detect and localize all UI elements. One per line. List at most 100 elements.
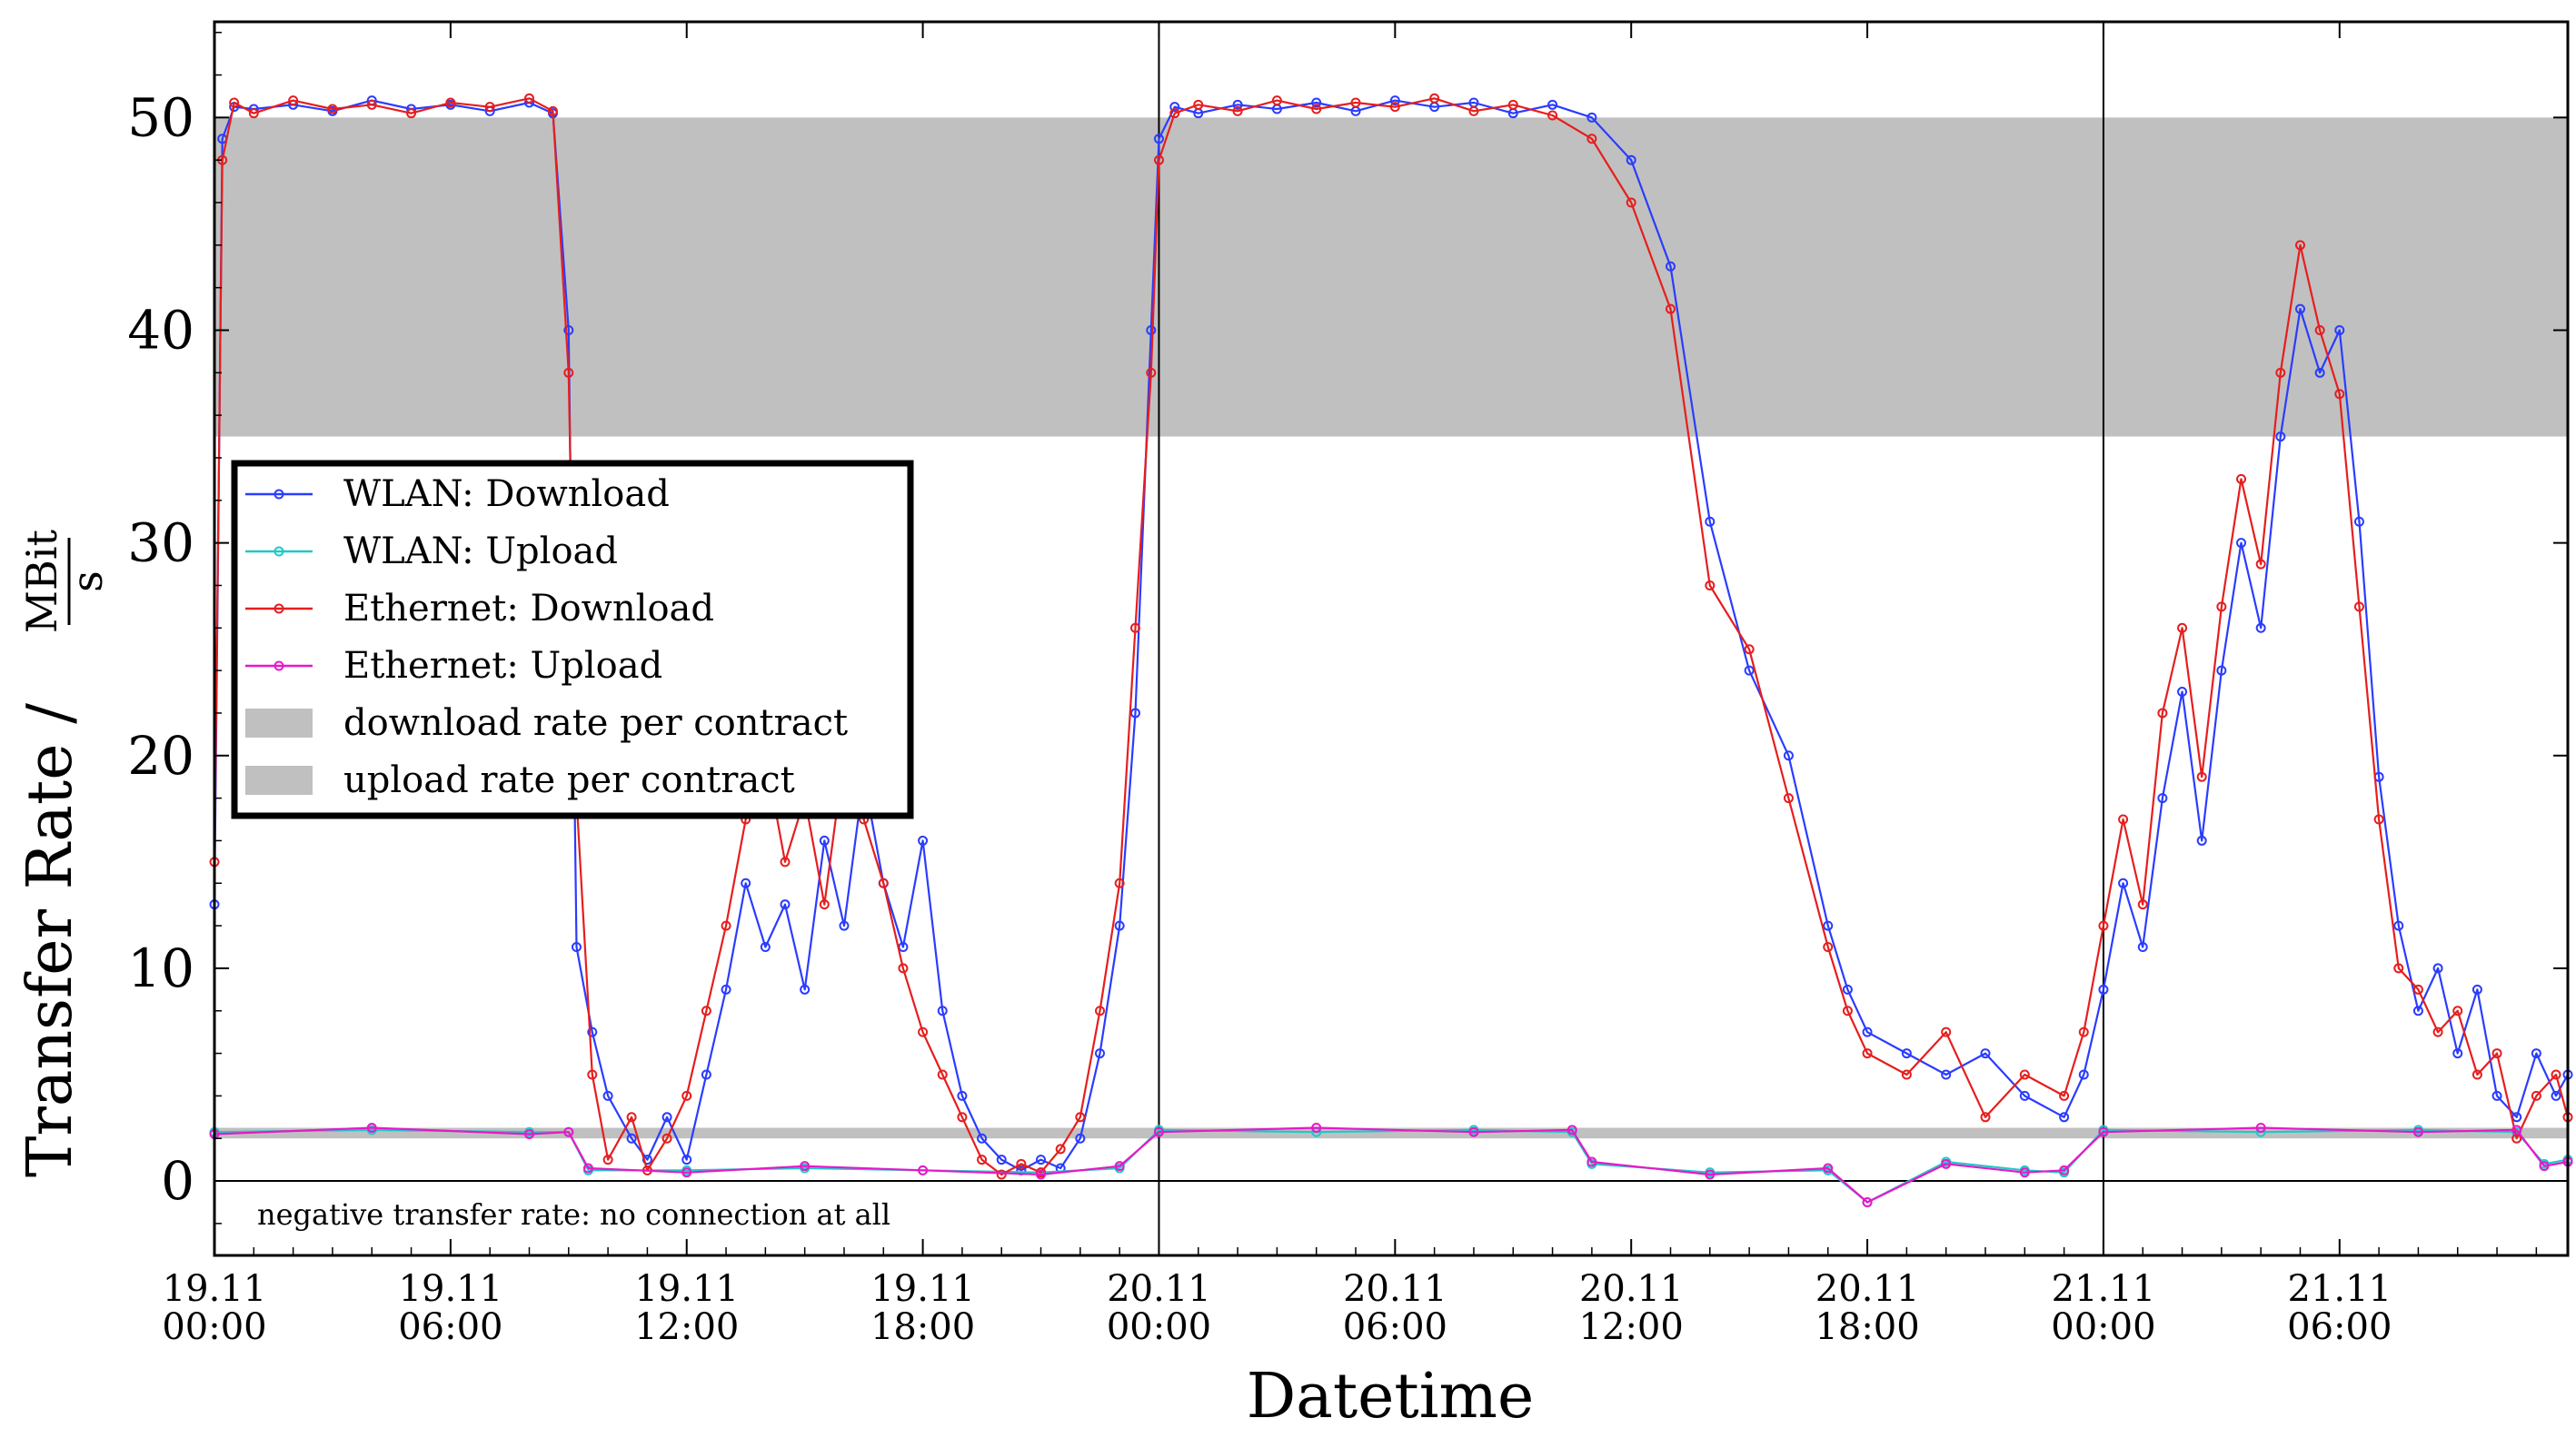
y-tick-label-1: 10 xyxy=(127,937,194,999)
series-2-point-71 xyxy=(2098,920,2109,931)
series-2-point-80 xyxy=(2275,367,2286,378)
legend-label-0: WLAN: Download xyxy=(343,473,670,515)
x-tick-label-day-3: 19.11 xyxy=(870,1268,975,1310)
series-2-point-75 xyxy=(2177,622,2188,633)
series-0-point-90 xyxy=(2472,984,2482,995)
x-tick-label-time-6: 12:00 xyxy=(1579,1306,1684,1348)
y-axis-unit-numerator: MBit xyxy=(17,529,66,633)
series-0-point-59 xyxy=(1705,516,1716,527)
series-3-point-1 xyxy=(366,1123,377,1134)
y-tick-label-4: 40 xyxy=(127,300,194,362)
series-0-point-40 xyxy=(1094,1048,1105,1059)
series-0-point-24 xyxy=(780,899,791,910)
series-2-point-91 xyxy=(2491,1048,2502,1059)
x-tick-label-day-1: 19.11 xyxy=(399,1268,503,1310)
series-2-point-18 xyxy=(661,1133,672,1144)
series-0-point-63 xyxy=(1842,984,1853,995)
x-tick-label-time-4: 00:00 xyxy=(1107,1306,1211,1348)
series-0-point-75 xyxy=(2177,687,2188,698)
series-2-point-59 xyxy=(1705,580,1716,590)
contract-bands xyxy=(214,117,2568,1139)
series-2-point-48 xyxy=(1271,95,1282,106)
series-2-point-62 xyxy=(1823,942,1834,952)
x-axis-title: Datetime xyxy=(1247,1361,1534,1433)
series-3-point-13 xyxy=(1566,1125,1577,1136)
series-2-point-38 xyxy=(1055,1144,1066,1155)
series-3-point-22 xyxy=(2255,1123,2266,1134)
series-0-point-34 xyxy=(977,1133,988,1144)
series-2-point-64 xyxy=(1862,1048,1873,1059)
series-0-point-23 xyxy=(760,942,771,952)
x-tick-label-day-5: 20.11 xyxy=(1343,1268,1447,1310)
legend-swatch-4 xyxy=(245,709,313,738)
series-2-point-41 xyxy=(1114,878,1125,888)
series-2-point-35 xyxy=(996,1169,1007,1180)
y-tick-label-5: 50 xyxy=(127,86,194,148)
legend-swatch-marker-0 xyxy=(274,489,284,500)
series-2-point-86 xyxy=(2393,963,2404,974)
series-0-point-64 xyxy=(1862,1026,1873,1037)
series-2-point-31 xyxy=(918,1026,929,1037)
contract-band-0 xyxy=(214,117,2568,437)
series-3-point-11 xyxy=(1311,1123,1322,1134)
series-3-point-6 xyxy=(800,1161,811,1172)
series-2-point-8 xyxy=(445,97,456,108)
series-0-point-73 xyxy=(2137,942,2148,952)
series-0-point-58 xyxy=(1666,261,1676,272)
series-0-point-41 xyxy=(1114,920,1125,931)
series-0-point-89 xyxy=(2452,1048,2463,1059)
series-3-point-5 xyxy=(681,1167,692,1178)
series-3-point-17 xyxy=(1862,1196,1873,1207)
series-2-point-36 xyxy=(1016,1158,1027,1169)
series-0-point-27 xyxy=(839,920,850,931)
series-3-point-23 xyxy=(2412,1126,2423,1137)
x-tick-label-time-3: 18:00 xyxy=(870,1306,975,1348)
x-tick-label-day-8: 21.11 xyxy=(2052,1268,2156,1310)
series-2-point-60 xyxy=(1744,644,1755,655)
series-0-point-37 xyxy=(1036,1155,1047,1165)
series-2-point-57 xyxy=(1626,197,1636,208)
series-0-point-62 xyxy=(1823,920,1834,931)
series-3-point-3 xyxy=(563,1126,574,1137)
x-tick-label-day-0: 19.11 xyxy=(163,1268,267,1310)
annotation-text: negative transfer rate: no connection at… xyxy=(257,1197,890,1232)
series-0-point-86 xyxy=(2393,920,2404,931)
series-2-point-61 xyxy=(1783,793,1794,804)
series-3-point-24 xyxy=(2511,1125,2522,1136)
series-2-point-83 xyxy=(2334,389,2345,400)
series-0-point-51 xyxy=(1389,95,1400,106)
series-2-point-30 xyxy=(898,963,909,974)
legend-label-5: upload rate per contract xyxy=(343,759,795,801)
x-tick-label-time-2: 12:00 xyxy=(634,1306,739,1348)
x-tick-label-day-7: 20.11 xyxy=(1815,1268,1920,1310)
legend-label-2: Ethernet: Download xyxy=(343,588,714,630)
series-0-point-79 xyxy=(2255,622,2266,633)
series-2-point-68 xyxy=(2019,1069,2030,1080)
series-3-point-20 xyxy=(2059,1165,2070,1175)
series-0-point-78 xyxy=(2236,538,2247,549)
series-0-point-91 xyxy=(2491,1090,2502,1101)
series-2-point-32 xyxy=(937,1069,948,1080)
contract-band-1 xyxy=(214,1127,2568,1139)
series-3-point-7 xyxy=(918,1165,929,1175)
series-2-point-4 xyxy=(288,95,299,106)
series-2-point-54 xyxy=(1507,99,1518,110)
x-tick-label-time-7: 18:00 xyxy=(1815,1306,1919,1348)
series-0-point-13 xyxy=(571,942,582,952)
series-2-point-82 xyxy=(2314,325,2325,335)
series-0-point-56 xyxy=(1586,112,1597,123)
series-3-point-25 xyxy=(2539,1161,2550,1172)
series-2-point-74 xyxy=(2157,708,2168,719)
series-0-point-82 xyxy=(2314,367,2325,378)
series-0-point-83 xyxy=(2334,325,2345,335)
series-0-point-22 xyxy=(741,878,751,888)
series-2-point-34 xyxy=(977,1155,988,1165)
legend-label-1: WLAN: Upload xyxy=(343,531,618,572)
series-2-point-69 xyxy=(2059,1090,2070,1101)
legend-swatch-marker-1 xyxy=(274,546,284,557)
series-0-point-80 xyxy=(2275,431,2286,442)
plot-frame xyxy=(213,20,2570,1257)
series-group xyxy=(209,93,2573,1207)
series-2-point-87 xyxy=(2412,984,2423,995)
